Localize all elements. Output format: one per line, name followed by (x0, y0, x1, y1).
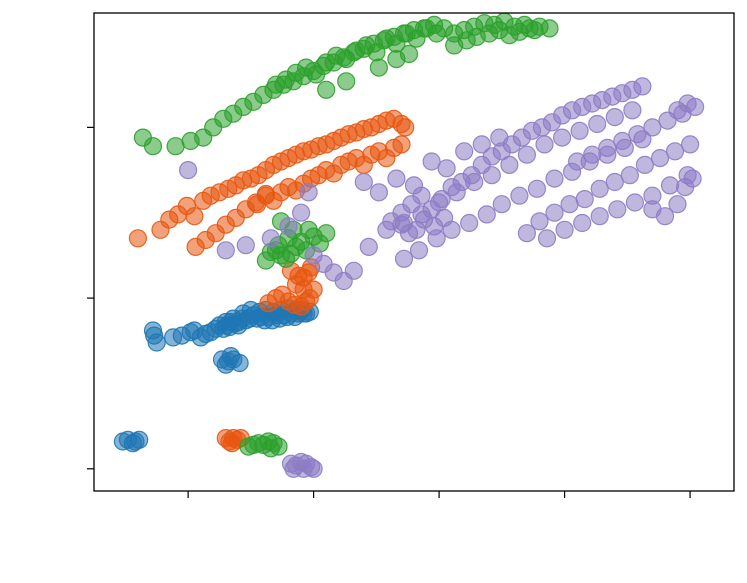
data-point (294, 459, 313, 478)
data-point (683, 169, 702, 188)
plot-frame (93, 12, 735, 492)
data-point (279, 217, 298, 236)
data-point (422, 152, 441, 171)
data-point (537, 229, 557, 248)
data-point (660, 176, 680, 195)
data-point (369, 183, 388, 202)
data-point (299, 220, 318, 239)
data-point (623, 101, 642, 120)
data-point (608, 200, 627, 219)
series-2 (133, 12, 559, 458)
data-point (650, 149, 670, 168)
data-point (510, 186, 529, 205)
data-point (359, 237, 378, 256)
data-point (455, 142, 474, 161)
data-point (396, 118, 415, 137)
data-point (261, 439, 280, 458)
data-point (222, 434, 242, 453)
data-point (665, 142, 685, 161)
data-point (517, 145, 537, 164)
data-point (590, 207, 609, 226)
data-point (387, 169, 406, 188)
data-point (435, 208, 454, 227)
data-point (236, 236, 255, 255)
data-point (635, 155, 655, 174)
data-point (472, 135, 491, 154)
data-point (613, 131, 632, 151)
data-point (678, 94, 697, 113)
data-point (628, 125, 647, 144)
data-point (555, 220, 574, 239)
data-point (605, 172, 624, 192)
data-point (500, 155, 519, 174)
data-point (354, 172, 373, 192)
data-point (344, 261, 363, 280)
data-point (185, 207, 204, 226)
data-point (409, 241, 429, 260)
points-layer (113, 12, 705, 478)
data-point (460, 213, 479, 233)
data-point (570, 121, 589, 140)
data-point (412, 186, 431, 205)
data-point (560, 195, 579, 214)
data-point (123, 434, 142, 453)
data-point (530, 212, 549, 231)
data-point (307, 65, 326, 84)
data-point (437, 159, 456, 178)
series-3 (179, 77, 705, 478)
data-point (492, 195, 511, 214)
data-point (668, 195, 687, 214)
data-point (545, 203, 564, 222)
data-point (633, 77, 652, 96)
data-point (220, 318, 239, 337)
data-point (643, 200, 662, 219)
data-point (317, 80, 336, 99)
data-point (128, 229, 147, 248)
data-point (427, 24, 446, 43)
data-point (583, 145, 602, 164)
data-point (399, 44, 419, 64)
data-point (598, 138, 617, 157)
data-point (216, 241, 235, 260)
data-point (147, 333, 166, 352)
data-point (392, 135, 411, 154)
series-0 (113, 299, 319, 453)
data-point (369, 58, 388, 77)
data-point (643, 118, 662, 137)
data-point (535, 135, 554, 154)
data-point (625, 193, 645, 212)
data-point (605, 107, 624, 127)
data-point (567, 152, 587, 171)
data-point (256, 184, 275, 204)
data-point (620, 166, 639, 185)
data-point (575, 190, 594, 209)
data-point (545, 169, 564, 188)
data-point (179, 161, 198, 180)
data-point (540, 19, 559, 38)
data-point (590, 179, 609, 198)
y-axis-ticks (87, 126, 94, 470)
data-point (432, 190, 451, 209)
data-point (216, 355, 235, 374)
data-point (527, 179, 547, 198)
data-point (394, 249, 414, 268)
data-point (299, 183, 318, 202)
data-point (477, 205, 496, 224)
data-point (588, 114, 607, 134)
data-point (517, 224, 537, 243)
data-point (552, 128, 572, 147)
x-axis-ticks (187, 491, 691, 498)
series-1 (128, 109, 415, 453)
data-point (286, 275, 306, 294)
data-point (143, 137, 163, 156)
data-point (317, 224, 336, 243)
data-point (680, 135, 700, 154)
data-point (300, 289, 319, 308)
data-point (261, 229, 280, 248)
data-point (573, 213, 592, 233)
data-point (337, 72, 356, 91)
data-point (292, 203, 311, 222)
